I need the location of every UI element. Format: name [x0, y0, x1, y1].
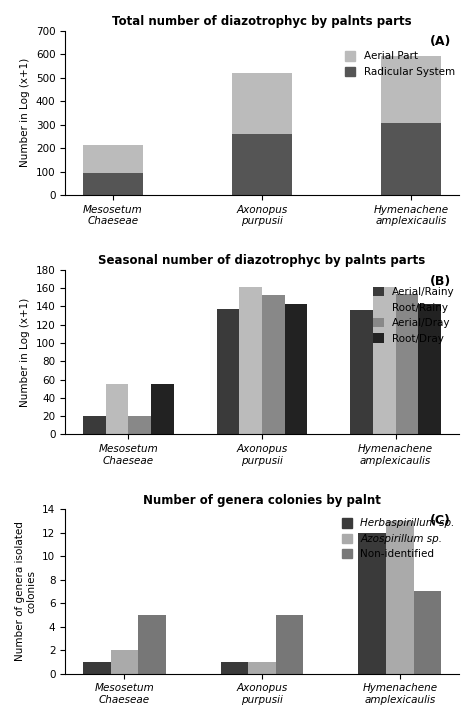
Bar	[232, 135, 292, 195]
Y-axis label: Number in Log (x+1): Number in Log (x+1)	[20, 58, 30, 168]
Bar	[83, 662, 110, 674]
Bar	[83, 173, 143, 195]
Y-axis label: Number of genera isolated
colonies: Number of genera isolated colonies	[15, 521, 36, 661]
Bar	[138, 615, 165, 674]
Bar	[110, 650, 138, 674]
Text: (B): (B)	[430, 275, 451, 288]
Bar	[419, 304, 441, 434]
Bar	[239, 287, 262, 434]
Bar	[128, 416, 151, 434]
Bar	[217, 309, 239, 434]
Bar	[285, 304, 308, 434]
Text: (A): (A)	[430, 35, 451, 48]
Bar	[413, 591, 441, 674]
Bar	[382, 56, 441, 122]
Bar	[151, 384, 174, 434]
Bar	[221, 662, 248, 674]
Bar	[396, 294, 419, 434]
Bar	[350, 310, 373, 434]
Bar	[248, 662, 276, 674]
Legend: Aerial Part, Radicular System: Aerial Part, Radicular System	[341, 47, 459, 81]
Bar	[382, 122, 441, 195]
Bar	[232, 73, 292, 135]
Title: Total number of diazotrophyc by palnts parts: Total number of diazotrophyc by palnts p…	[112, 15, 412, 28]
Bar	[386, 521, 413, 674]
Legend: Aerial/Rainy, Root/Rainy, Aerial/Dray, Root/Dray: Aerial/Rainy, Root/Rainy, Aerial/Dray, R…	[369, 283, 459, 348]
Bar	[276, 615, 303, 674]
Text: (C): (C)	[430, 514, 451, 527]
Legend: Herbaspirillum sp., Azospirillum sp., Non-identified: Herbaspirillum sp., Azospirillum sp., No…	[337, 514, 459, 564]
Title: Number of genera colonies by palnt: Number of genera colonies by palnt	[143, 493, 381, 506]
Bar	[262, 294, 285, 434]
Bar	[83, 416, 106, 434]
Bar	[373, 287, 396, 434]
Title: Seasonal number of diazotrophyc by palnts parts: Seasonal number of diazotrophyc by palnt…	[99, 254, 426, 267]
Y-axis label: Number in Log (x+1): Number in Log (x+1)	[20, 297, 30, 407]
Bar	[358, 533, 386, 674]
Bar	[83, 145, 143, 173]
Bar	[106, 384, 128, 434]
